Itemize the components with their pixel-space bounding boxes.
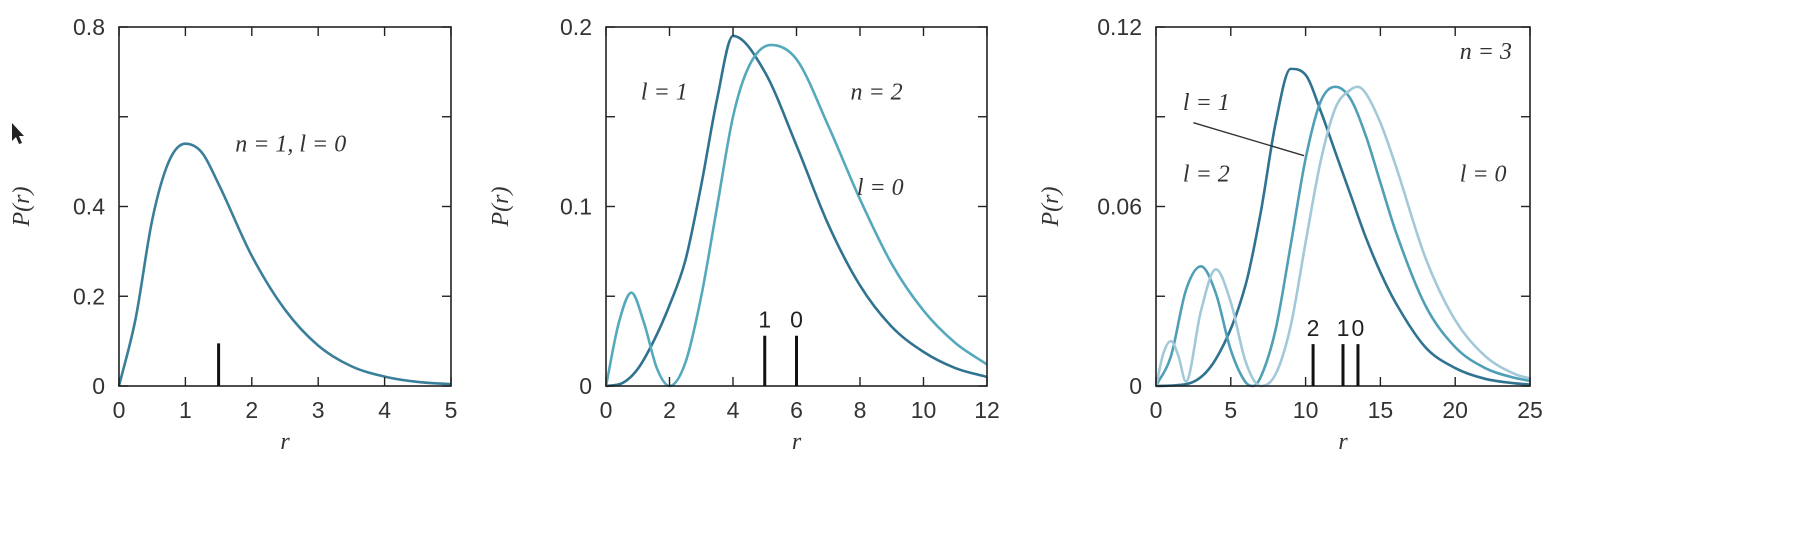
y-tick-label: 0.06 [1097, 194, 1142, 220]
y-tick-label: 0 [92, 373, 105, 399]
series-line-1 [1155, 67, 1531, 388]
y-tick-label: 0 [1129, 373, 1142, 399]
plot-frame [118, 26, 452, 387]
x-tick-label: 10 [1293, 397, 1319, 423]
x-axis-label: r [792, 429, 802, 455]
y-tick-label: 0.1 [560, 194, 592, 220]
x-tick-label: 0 [113, 397, 126, 423]
y-tick-label: 0.8 [73, 14, 105, 40]
x-tick-label: 0 [600, 397, 613, 423]
curve-annotation: l = 0 [1460, 162, 1507, 188]
x-tick-label: 4 [378, 397, 391, 423]
mean-radius-marker-label: 0 [790, 307, 803, 333]
chart-panel-1: 0 1 2 3 4 5 0 0.2 0.4 0.8 r P(r) n = 1, l = 0 [9, 14, 457, 455]
curve-annotation: n = 1, l = 0 [235, 132, 346, 158]
x-tick-label: 2 [245, 397, 258, 423]
x-tick-label: 5 [1224, 397, 1237, 423]
x-tick-label: 10 [911, 397, 937, 423]
x-axis-label: r [1338, 429, 1348, 455]
mean-radius-marker-label: 2 [1307, 315, 1320, 341]
x-tick-label: 8 [854, 397, 867, 423]
x-tick-label: 20 [1442, 397, 1468, 423]
curve-annotation: n = 3 [1460, 39, 1512, 65]
y-axis-label: P(r) [1038, 187, 1064, 228]
mouse-cursor-icon [12, 123, 24, 144]
mean-radius-marker-label: 1 [758, 307, 771, 333]
annotation-leader-line [1193, 122, 1305, 157]
y-tick-label: 0.2 [73, 283, 105, 309]
x-tick-label: 15 [1368, 397, 1394, 423]
x-tick-label: 25 [1517, 397, 1543, 423]
series-line-1 [117, 142, 452, 387]
y-tick-label: 0.4 [73, 194, 105, 220]
series-line-2 [1154, 85, 1531, 388]
series-line-2 [604, 43, 988, 388]
x-tick-label: 0 [1150, 397, 1163, 423]
curve-annotation: l = 2 [1183, 162, 1230, 188]
x-tick-label: 1 [179, 397, 192, 423]
x-tick-label: 2 [663, 397, 676, 423]
y-axis-label: P(r) [9, 187, 35, 228]
chart-panels: 0 1 2 3 4 500.20.40.8rP(r)n = 1, l = 00 2 4 6 8 10… [9, 14, 1543, 455]
x-tick-label: 3 [312, 397, 325, 423]
y-tick-label: 0 [579, 373, 592, 399]
y-axis-label: P(r) [488, 187, 514, 228]
x-tick-label: 4 [727, 397, 740, 423]
x-axis-label: r [280, 429, 290, 455]
curve-annotation: l = 1 [1183, 90, 1230, 116]
series-line-3 [1154, 85, 1531, 388]
curve-annotation: l = 1 [641, 80, 688, 106]
x-tick-label: 5 [445, 397, 458, 423]
curve-annotation: n = 2 [850, 80, 902, 106]
mean-radius-marker-label: 1 [1337, 315, 1350, 341]
x-tick-label: 6 [790, 397, 803, 423]
y-tick-label: 0.12 [1097, 14, 1142, 40]
x-tick-label: 12 [974, 397, 1000, 423]
curve-annotation: l = 0 [857, 175, 904, 201]
y-tick-label: 0.2 [560, 14, 592, 40]
mean-radius-marker-label: 0 [1352, 315, 1365, 341]
